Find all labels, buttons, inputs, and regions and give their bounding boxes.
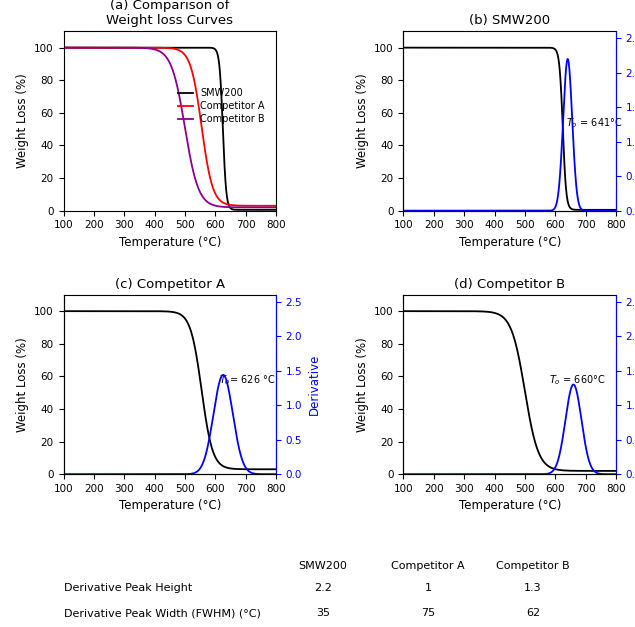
Competitor A bbox=[272, 202, 280, 209]
SMW200 bbox=[60, 44, 67, 51]
SMW200 bbox=[266, 206, 274, 214]
SMW200 bbox=[266, 206, 274, 214]
Text: Competitor A: Competitor A bbox=[391, 561, 465, 571]
Competitor A bbox=[227, 201, 234, 209]
Text: $T_o$= 626 $\degree$C: $T_o$= 626 $\degree$C bbox=[218, 373, 275, 387]
Text: $T_o$ = 641$\degree$C: $T_o$ = 641$\degree$C bbox=[566, 116, 623, 130]
SMW200 bbox=[157, 44, 165, 51]
Text: Derivative Peak Width (FWHM) (°C): Derivative Peak Width (FWHM) (°C) bbox=[64, 608, 260, 618]
Text: 2.2: 2.2 bbox=[314, 583, 332, 593]
Competitor B bbox=[266, 204, 274, 211]
Competitor B bbox=[157, 48, 165, 56]
Title: (b) SMW200: (b) SMW200 bbox=[469, 14, 551, 28]
Competitor B bbox=[272, 204, 280, 211]
SMW200 bbox=[163, 44, 171, 51]
Y-axis label: Derivative: Derivative bbox=[308, 354, 321, 415]
X-axis label: Temperature (°C): Temperature (°C) bbox=[458, 500, 561, 512]
Competitor A bbox=[70, 44, 78, 51]
X-axis label: Temperature (°C): Temperature (°C) bbox=[119, 500, 221, 512]
Line: SMW200: SMW200 bbox=[64, 48, 276, 210]
SMW200 bbox=[70, 44, 78, 51]
X-axis label: Temperature (°C): Temperature (°C) bbox=[119, 236, 221, 249]
Line: Competitor A: Competitor A bbox=[64, 48, 276, 206]
SMW200 bbox=[227, 204, 234, 212]
Text: $T_o$ = 660$\degree$C: $T_o$ = 660$\degree$C bbox=[549, 373, 606, 387]
Competitor B bbox=[266, 204, 274, 211]
Line: Competitor B: Competitor B bbox=[64, 48, 276, 208]
Competitor A bbox=[163, 44, 171, 51]
Competitor B bbox=[70, 44, 78, 51]
Title: (c) Competitor A: (c) Competitor A bbox=[115, 278, 225, 291]
Text: 1.3: 1.3 bbox=[525, 583, 542, 593]
Y-axis label: Weight Loss (%): Weight Loss (%) bbox=[356, 337, 368, 432]
Y-axis label: Weight Loss (%): Weight Loss (%) bbox=[16, 73, 29, 169]
Text: 75: 75 bbox=[421, 608, 435, 618]
Competitor A bbox=[60, 44, 67, 51]
Text: SMW200: SMW200 bbox=[298, 561, 347, 571]
Text: 35: 35 bbox=[316, 608, 330, 618]
Text: 62: 62 bbox=[526, 608, 540, 618]
Text: 1: 1 bbox=[425, 583, 432, 593]
Legend: SMW200, Competitor A, Competitor B: SMW200, Competitor A, Competitor B bbox=[176, 87, 267, 126]
Competitor B bbox=[163, 54, 171, 61]
X-axis label: Temperature (°C): Temperature (°C) bbox=[458, 236, 561, 249]
Competitor B bbox=[227, 203, 234, 211]
Y-axis label: Weight Loss (%): Weight Loss (%) bbox=[356, 73, 368, 169]
Title: (d) Competitor B: (d) Competitor B bbox=[454, 278, 565, 291]
Competitor A bbox=[266, 202, 274, 209]
Y-axis label: Weight Loss (%): Weight Loss (%) bbox=[16, 337, 29, 432]
Text: Competitor B: Competitor B bbox=[497, 561, 570, 571]
Title: (a) Comparison of
Weight loss Curves: (a) Comparison of Weight loss Curves bbox=[106, 0, 233, 28]
Text: Derivative Peak Height: Derivative Peak Height bbox=[64, 583, 192, 593]
Competitor A bbox=[157, 44, 165, 51]
Competitor A bbox=[266, 202, 274, 209]
Competitor B bbox=[60, 44, 67, 51]
SMW200 bbox=[272, 206, 280, 214]
